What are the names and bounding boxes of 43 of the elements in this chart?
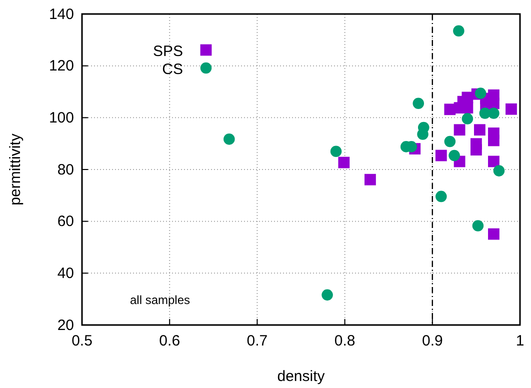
y-tick-label: 100 [48, 109, 74, 126]
point [454, 124, 466, 136]
point [488, 156, 500, 168]
point [462, 102, 474, 114]
point [330, 146, 342, 157]
x-tick-label: 0.7 [246, 332, 268, 350]
point [412, 98, 424, 110]
x-tick-label: 0.8 [334, 332, 356, 350]
y-tick-label: 140 [48, 6, 74, 23]
point [338, 156, 350, 168]
point [453, 25, 464, 36]
point [488, 108, 500, 119]
point [224, 134, 235, 145]
point [506, 103, 517, 115]
x-tick-label: 0.5 [72, 332, 92, 350]
point [462, 113, 474, 124]
point [417, 128, 428, 140]
point [436, 190, 447, 202]
y-tick-label: 80 [57, 161, 74, 178]
point [322, 289, 333, 301]
y-tick-label: 120 [48, 58, 74, 75]
point [470, 144, 482, 156]
x-tick-label: 0.6 [159, 332, 180, 350]
point [364, 174, 376, 186]
point [474, 124, 486, 136]
legend-label: SPS [152, 43, 183, 60]
annotation: all samples [130, 293, 190, 307]
x-axis-title: density [277, 368, 326, 385]
y-tick-label: 40 [57, 264, 74, 282]
point [444, 136, 456, 148]
point [488, 134, 500, 146]
legend-label: CS [162, 61, 183, 78]
point [474, 88, 486, 99]
point [472, 220, 484, 232]
x-tick-label: 0.9 [422, 332, 443, 350]
y-tick-label: 20 [57, 316, 74, 334]
x-tick-label: 1 [516, 332, 524, 350]
y-axis-title: permittivity [7, 133, 24, 206]
point [488, 228, 500, 240]
point [448, 150, 460, 162]
y-tick-label: 60 [57, 213, 74, 230]
point [435, 150, 447, 162]
point [493, 165, 505, 176]
